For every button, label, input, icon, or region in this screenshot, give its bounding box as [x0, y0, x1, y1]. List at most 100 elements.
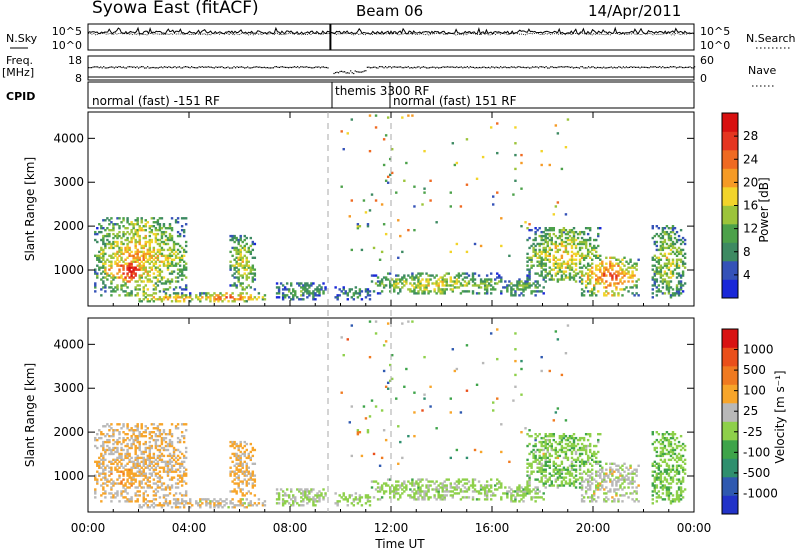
freq-dot [136, 66, 138, 68]
power-cell [168, 254, 172, 258]
velocity-cell [197, 502, 200, 505]
power-cell [413, 290, 416, 293]
power-cell [94, 268, 97, 271]
velocity-cell [477, 490, 481, 493]
power-cell [619, 268, 622, 271]
velocity-cell [556, 450, 560, 454]
power-cell [243, 244, 246, 248]
power-cell [205, 294, 208, 297]
velocity-cell [118, 470, 121, 473]
velocity-cell [401, 492, 404, 495]
velocity-cell [233, 454, 236, 458]
power-cell [595, 266, 598, 269]
velocity-cell [100, 462, 103, 465]
power-cell [316, 286, 319, 289]
power-cell [518, 282, 521, 285]
power-cell [162, 242, 166, 246]
velocity-cell [320, 494, 323, 497]
velocity-cell [136, 454, 139, 458]
power-cell [457, 276, 461, 279]
freq-dot [316, 66, 318, 68]
velocity-cell [170, 440, 174, 444]
power-cell [588, 226, 592, 230]
power-cell [336, 298, 339, 301]
power-cell [586, 264, 590, 267]
velocity-cell [524, 488, 527, 491]
velocity-cell [152, 452, 156, 456]
power-cell [661, 266, 665, 269]
power-cell [128, 276, 131, 279]
power-cell [304, 286, 307, 289]
power-cell [659, 276, 663, 279]
velocity-cell [102, 446, 105, 450]
power-cell [352, 292, 356, 295]
velocity-cell [595, 456, 598, 460]
power-cell [118, 248, 121, 252]
power-cell [247, 264, 250, 267]
velocity-cell [154, 472, 158, 475]
power-cell [94, 238, 97, 242]
freq-dot [237, 66, 240, 69]
velocity-cell [544, 442, 547, 446]
power-cell [681, 272, 685, 275]
power-cell [548, 260, 551, 263]
power-cell [578, 262, 582, 265]
velocity-cell [471, 478, 475, 481]
power-cell [554, 256, 558, 259]
power-cell [110, 290, 113, 293]
power-cell [358, 290, 362, 293]
power-cell [138, 276, 141, 279]
velocity-cell [239, 454, 242, 458]
freq-dot [366, 66, 368, 68]
power-cell [659, 248, 663, 252]
power-cell [536, 256, 539, 259]
power-cell [120, 240, 123, 244]
power-cell [290, 282, 293, 285]
velocity-cell [158, 434, 162, 438]
power-cell [586, 274, 590, 277]
velocity-cell [132, 432, 135, 436]
power-cell [556, 236, 560, 240]
power-cell [633, 274, 636, 277]
power-cell [574, 244, 578, 248]
power-cell [170, 234, 174, 238]
power-cell [146, 274, 149, 277]
freq-dot [394, 66, 396, 68]
freq-dot [545, 66, 547, 68]
power-cell [239, 284, 242, 287]
power-cell [548, 238, 551, 242]
freq-dot [321, 66, 323, 68]
velocity-cell [132, 438, 135, 442]
velocity-cell [176, 427, 180, 430]
power-cell [146, 272, 149, 275]
power-cell [548, 232, 551, 236]
velocity-cell [112, 434, 115, 438]
power-cell [538, 234, 541, 238]
velocity-cell [427, 498, 430, 501]
power-cell [104, 270, 107, 273]
velocity-cell [514, 359, 517, 363]
velocity-cell [237, 444, 240, 448]
power-cell [651, 268, 654, 271]
velocity-cell [140, 456, 143, 460]
power-cell [118, 276, 121, 279]
velocity-cell [338, 500, 341, 503]
velocity-cell [542, 456, 545, 460]
velocity-cell [241, 452, 244, 456]
power-cell [405, 280, 408, 283]
power-cell [126, 256, 129, 259]
velocity-cell [374, 405, 378, 408]
velocity-cell [176, 502, 180, 505]
power-cell [609, 264, 612, 267]
power-cell [568, 266, 572, 269]
velocity-cell [302, 500, 305, 503]
power-cell [599, 282, 602, 285]
power-cell [300, 286, 303, 289]
power-cell [130, 250, 133, 254]
velocity-cell [134, 448, 137, 452]
power-cell [395, 274, 398, 277]
velocity-cell [118, 474, 121, 477]
power-cell [104, 290, 107, 293]
velocity-cell [213, 498, 216, 501]
power-cell [239, 238, 242, 242]
